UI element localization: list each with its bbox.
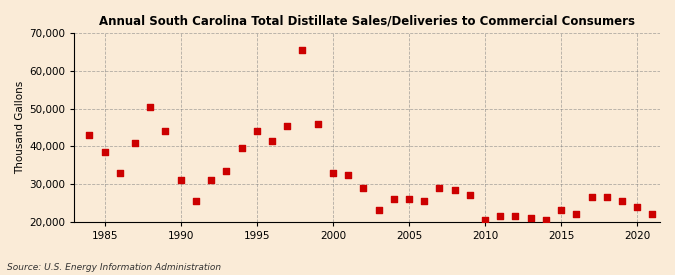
Point bbox=[358, 186, 369, 190]
Point bbox=[313, 122, 323, 126]
Point bbox=[510, 214, 521, 218]
Point bbox=[601, 195, 612, 199]
Text: Source: U.S. Energy Information Administration: Source: U.S. Energy Information Administ… bbox=[7, 263, 221, 272]
Point bbox=[297, 48, 308, 53]
Point bbox=[525, 216, 536, 220]
Point bbox=[130, 141, 140, 145]
Point bbox=[616, 199, 627, 203]
Point bbox=[388, 197, 399, 201]
Point bbox=[434, 186, 445, 190]
Point bbox=[115, 170, 126, 175]
Point bbox=[84, 133, 95, 137]
Point bbox=[404, 197, 414, 201]
Point bbox=[495, 214, 506, 218]
Point bbox=[99, 150, 110, 154]
Point bbox=[418, 199, 429, 203]
Point bbox=[176, 178, 186, 183]
Point bbox=[480, 218, 491, 222]
Point bbox=[449, 188, 460, 192]
Point bbox=[282, 123, 293, 128]
Point bbox=[327, 170, 338, 175]
Point bbox=[145, 104, 156, 109]
Point bbox=[221, 169, 232, 173]
Point bbox=[647, 212, 658, 216]
Point bbox=[541, 218, 551, 222]
Point bbox=[343, 172, 354, 177]
Point bbox=[190, 199, 201, 203]
Point bbox=[267, 139, 277, 143]
Title: Annual South Carolina Total Distillate Sales/Deliveries to Commercial Consumers: Annual South Carolina Total Distillate S… bbox=[99, 15, 635, 28]
Point bbox=[464, 193, 475, 197]
Point bbox=[632, 204, 643, 209]
Y-axis label: Thousand Gallons: Thousand Gallons bbox=[15, 81, 25, 174]
Point bbox=[373, 208, 384, 213]
Point bbox=[251, 129, 262, 133]
Point bbox=[571, 212, 582, 216]
Point bbox=[586, 195, 597, 199]
Point bbox=[206, 178, 217, 183]
Point bbox=[556, 208, 566, 213]
Point bbox=[236, 146, 247, 150]
Point bbox=[160, 129, 171, 133]
